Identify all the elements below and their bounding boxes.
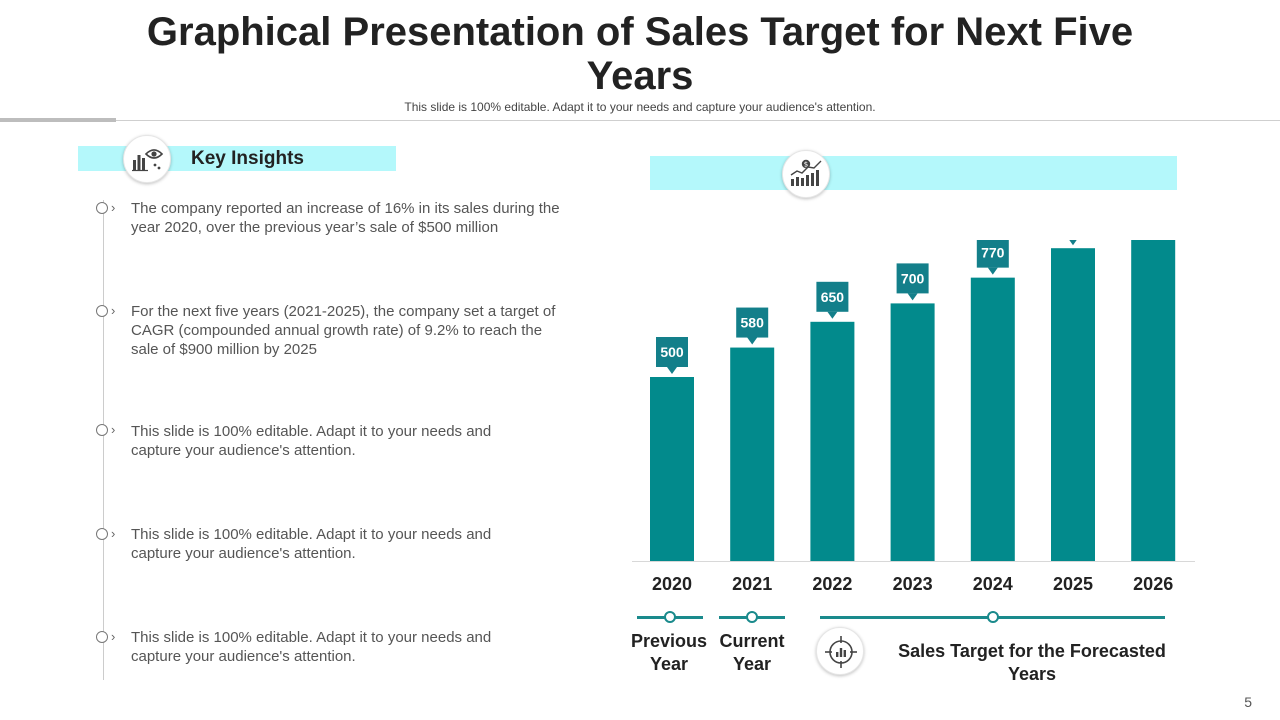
- data-label-pointer: [907, 293, 918, 301]
- legend-forecast: Sales Target for the Forecasted Years: [898, 641, 1166, 684]
- x-tick-label: 2020: [652, 574, 692, 594]
- legend-current-year: Current Year: [719, 631, 785, 674]
- slide-title: Graphical Presentation of Sales Target f…: [146, 10, 1134, 98]
- insight-text: This slide is 100% editable. Adapt it to…: [131, 526, 492, 562]
- insights-chart-eye-icon: [123, 135, 171, 183]
- x-tick-label: 2021: [732, 574, 772, 594]
- data-label-box: [656, 337, 688, 367]
- key-insights-heading: Key Insights: [191, 148, 304, 169]
- bar-2025: [1051, 248, 1095, 561]
- slide-subtitle: This slide is 100% editable. Adapt it to…: [404, 100, 876, 114]
- header-divider-accent: [0, 118, 116, 122]
- page-number: 5: [1244, 694, 1252, 710]
- insight-bullet: ›: [96, 200, 126, 215]
- bar-2022: [810, 321, 855, 561]
- data-label-pointer: [987, 267, 998, 275]
- x-tick-label: 2023: [893, 574, 933, 594]
- growth-chart-dollar-icon: $: [782, 150, 830, 198]
- bullet-dot: [96, 305, 108, 317]
- sales-target-bar-chart: 5002020580202165020227002023770202485020…: [632, 240, 1195, 594]
- chevron-right-icon: ›: [111, 526, 116, 541]
- header-divider: [0, 120, 1280, 121]
- data-label: 700: [901, 270, 925, 286]
- forecast-marker: [987, 611, 999, 623]
- x-tick-label: 2022: [812, 574, 852, 594]
- chart-header-bar: [650, 156, 1177, 190]
- previous-year-marker: [664, 611, 676, 623]
- bar-2020: [650, 377, 694, 561]
- data-label: 500: [660, 344, 684, 360]
- chevron-right-icon: ›: [111, 200, 116, 215]
- bullet-dot: [96, 631, 108, 643]
- insight-text: The company reported an increase of 16% …: [131, 200, 560, 236]
- svg-text:$: $: [804, 161, 808, 169]
- bullet-dot: [96, 424, 108, 436]
- x-tick-label: 2025: [1053, 574, 1093, 594]
- data-label-pointer: [1069, 240, 1077, 246]
- data-label-pointer: [747, 337, 758, 345]
- data-label-box: [976, 240, 1009, 268]
- bar-2026: [1131, 240, 1176, 562]
- chevron-right-icon: ›: [111, 303, 116, 318]
- data-label-box: [736, 307, 769, 338]
- chevron-right-icon: ›: [111, 422, 116, 437]
- bullet-dot: [96, 528, 108, 540]
- chevron-right-icon: ›: [111, 629, 116, 644]
- insight-bullet: ›: [96, 526, 126, 541]
- insights-timeline: [103, 200, 104, 680]
- x-tick-label: 2026: [1133, 574, 1173, 594]
- bar-2023: [890, 303, 935, 561]
- bar-2021: [730, 347, 775, 561]
- data-label-pointer: [827, 311, 838, 319]
- data-label-pointer: [667, 367, 677, 374]
- x-tick-label: 2024: [973, 574, 1013, 594]
- data-label-box: [816, 281, 849, 312]
- insight-text: This slide is 100% editable. Adapt it to…: [131, 423, 492, 459]
- insight-text: This slide is 100% editable. Adapt it to…: [131, 629, 492, 665]
- legend-previous-year: Previous Year: [630, 631, 708, 674]
- bar-2024: [970, 277, 1015, 561]
- insight-bullet: ›: [96, 629, 126, 644]
- bullet-dot: [96, 202, 108, 214]
- current-year-marker: [746, 611, 758, 623]
- target-chart-icon: [816, 627, 864, 675]
- data-label-box: [896, 263, 929, 294]
- insight-bullet: ›: [96, 303, 126, 318]
- data-label: 770: [981, 245, 1005, 261]
- insight-bullet: ›: [96, 422, 126, 437]
- data-label: 580: [741, 315, 765, 331]
- insight-text: For the next five years (2021-2025), the…: [131, 303, 556, 358]
- data-label: 650: [821, 289, 845, 305]
